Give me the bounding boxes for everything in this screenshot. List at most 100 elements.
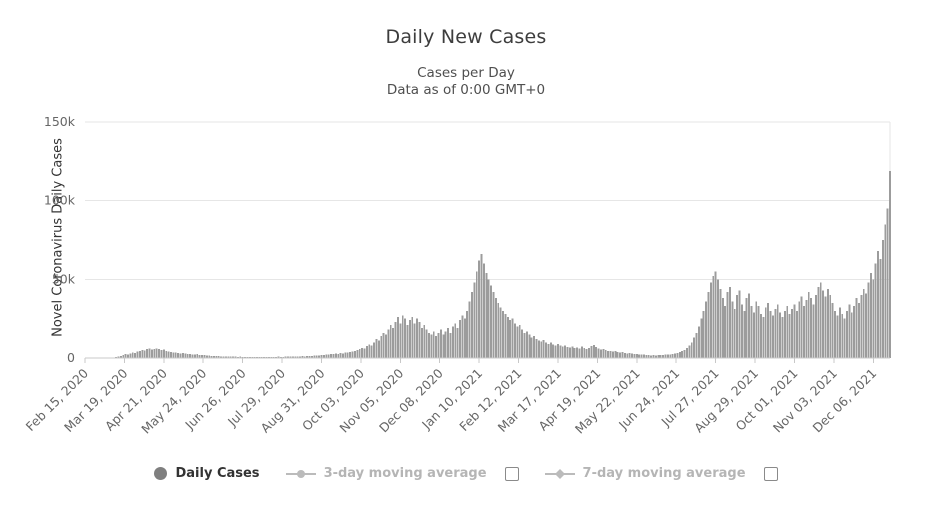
daily-cases-bar[interactable] bbox=[779, 312, 782, 358]
daily-cases-bar[interactable] bbox=[559, 345, 562, 358]
daily-cases-bar[interactable] bbox=[385, 334, 387, 358]
daily-cases-bar[interactable] bbox=[521, 329, 524, 358]
daily-cases-bar[interactable] bbox=[748, 293, 751, 358]
daily-cases-bar[interactable] bbox=[308, 356, 311, 358]
daily-cases-bar[interactable] bbox=[611, 351, 614, 358]
daily-cases-bar[interactable] bbox=[525, 331, 528, 358]
daily-cases-bar[interactable] bbox=[762, 317, 765, 358]
daily-cases-bar[interactable] bbox=[229, 356, 232, 358]
daily-cases-bar[interactable] bbox=[365, 346, 368, 358]
daily-cases-bar[interactable] bbox=[416, 318, 418, 358]
daily-cases-bar[interactable] bbox=[659, 354, 662, 358]
daily-cases-bar[interactable] bbox=[205, 355, 208, 358]
daily-cases-bar[interactable] bbox=[879, 258, 882, 358]
daily-cases-bar[interactable] bbox=[803, 306, 805, 358]
daily-cases-bar[interactable] bbox=[294, 356, 297, 358]
daily-cases-bar[interactable] bbox=[215, 356, 218, 358]
daily-cases-bar[interactable] bbox=[482, 263, 485, 358]
daily-cases-bar[interactable] bbox=[310, 355, 313, 358]
daily-cases-bar[interactable] bbox=[418, 321, 421, 358]
daily-cases-bar[interactable] bbox=[370, 345, 373, 358]
daily-cases-bar[interactable] bbox=[652, 355, 655, 358]
daily-cases-bar[interactable] bbox=[485, 273, 488, 358]
daily-cases-bar[interactable] bbox=[138, 350, 141, 358]
daily-cases-bar[interactable] bbox=[358, 349, 361, 358]
daily-cases-bar[interactable] bbox=[131, 352, 134, 358]
daily-cases-bar[interactable] bbox=[640, 354, 643, 358]
daily-cases-bar[interactable] bbox=[557, 344, 559, 358]
daily-cases-bar[interactable] bbox=[499, 307, 502, 358]
daily-cases-bar[interactable] bbox=[633, 354, 636, 358]
daily-cases-bar[interactable] bbox=[401, 315, 404, 358]
daily-cases-bar[interactable] bbox=[688, 345, 691, 358]
daily-cases-bar[interactable] bbox=[588, 347, 590, 358]
daily-cases-bar[interactable] bbox=[203, 354, 206, 358]
daily-cases-bar[interactable] bbox=[585, 348, 588, 358]
daily-cases-bar[interactable] bbox=[506, 317, 509, 358]
daily-cases-bar[interactable] bbox=[408, 320, 411, 358]
daily-cases-bar[interactable] bbox=[884, 224, 887, 358]
daily-cases-bar[interactable] bbox=[224, 356, 227, 358]
daily-cases-bar[interactable] bbox=[540, 341, 543, 358]
daily-cases-bar[interactable] bbox=[122, 355, 125, 358]
daily-cases-bar[interactable] bbox=[320, 355, 323, 358]
daily-cases-bar[interactable] bbox=[487, 279, 490, 358]
daily-cases-bar[interactable] bbox=[865, 293, 868, 358]
daily-cases-bar[interactable] bbox=[208, 355, 211, 358]
daily-cases-bar[interactable] bbox=[141, 349, 144, 358]
daily-cases-bar[interactable] bbox=[564, 345, 567, 358]
daily-cases-bar[interactable] bbox=[461, 315, 464, 358]
daily-cases-bar[interactable] bbox=[155, 348, 158, 358]
daily-cases-bar[interactable] bbox=[239, 356, 242, 358]
daily-cases-bar[interactable] bbox=[568, 347, 571, 358]
daily-cases-bar[interactable] bbox=[342, 353, 344, 358]
daily-cases-bar[interactable] bbox=[444, 331, 447, 358]
daily-cases-bar[interactable] bbox=[654, 355, 657, 358]
daily-cases-bar[interactable] bbox=[752, 312, 755, 358]
legend-item-7day-avg[interactable]: 7-day moving average bbox=[544, 466, 746, 481]
daily-cases-bar[interactable] bbox=[822, 290, 825, 358]
daily-cases-bar[interactable] bbox=[686, 347, 688, 358]
daily-cases-bar[interactable] bbox=[623, 352, 626, 358]
daily-cases-bar[interactable] bbox=[318, 355, 321, 358]
daily-cases-bar[interactable] bbox=[241, 356, 244, 358]
daily-cases-bar[interactable] bbox=[382, 332, 385, 358]
daily-cases-bar[interactable] bbox=[361, 347, 364, 358]
daily-cases-bar[interactable] bbox=[315, 355, 318, 358]
daily-cases-bar[interactable] bbox=[647, 355, 650, 358]
avg3-checkbox[interactable] bbox=[504, 466, 519, 481]
daily-cases-bar[interactable] bbox=[158, 349, 161, 358]
daily-cases-bar[interactable] bbox=[772, 315, 774, 358]
daily-cases-bar[interactable] bbox=[330, 354, 332, 358]
daily-cases-bar[interactable] bbox=[411, 317, 414, 358]
daily-cases-bar[interactable] bbox=[375, 339, 378, 358]
daily-cases-bar[interactable] bbox=[148, 348, 151, 358]
daily-cases-bar[interactable] bbox=[860, 295, 863, 358]
daily-cases-bar[interactable] bbox=[181, 352, 184, 358]
daily-cases-bar[interactable] bbox=[760, 313, 762, 358]
daily-cases-bar[interactable] bbox=[736, 295, 739, 358]
daily-cases-bar[interactable] bbox=[124, 354, 127, 358]
daily-cases-bar[interactable] bbox=[690, 342, 693, 358]
daily-cases-bar[interactable] bbox=[174, 352, 177, 358]
daily-cases-bar[interactable] bbox=[150, 349, 153, 359]
daily-cases-bar[interactable] bbox=[406, 324, 409, 358]
daily-cases-bar[interactable] bbox=[282, 356, 285, 358]
daily-cases-bar[interactable] bbox=[490, 285, 493, 358]
daily-cases-bar[interactable] bbox=[404, 318, 407, 358]
daily-cases-bar[interactable] bbox=[877, 251, 880, 358]
daily-cases-bar[interactable] bbox=[191, 354, 194, 358]
daily-cases-bar[interactable] bbox=[638, 354, 641, 358]
daily-cases-bar[interactable] bbox=[425, 329, 428, 358]
daily-cases-bar[interactable] bbox=[702, 310, 705, 358]
daily-cases-bar[interactable] bbox=[284, 356, 287, 358]
daily-cases-bar[interactable] bbox=[881, 240, 884, 358]
daily-cases-bar[interactable] bbox=[740, 304, 743, 358]
daily-cases-bar[interactable] bbox=[177, 352, 180, 358]
daily-cases-bar[interactable] bbox=[129, 353, 132, 358]
daily-cases-bar[interactable] bbox=[509, 320, 512, 358]
daily-cases-bar[interactable] bbox=[456, 328, 459, 358]
daily-cases-bar[interactable] bbox=[757, 306, 760, 358]
daily-cases-bar[interactable] bbox=[428, 332, 430, 358]
